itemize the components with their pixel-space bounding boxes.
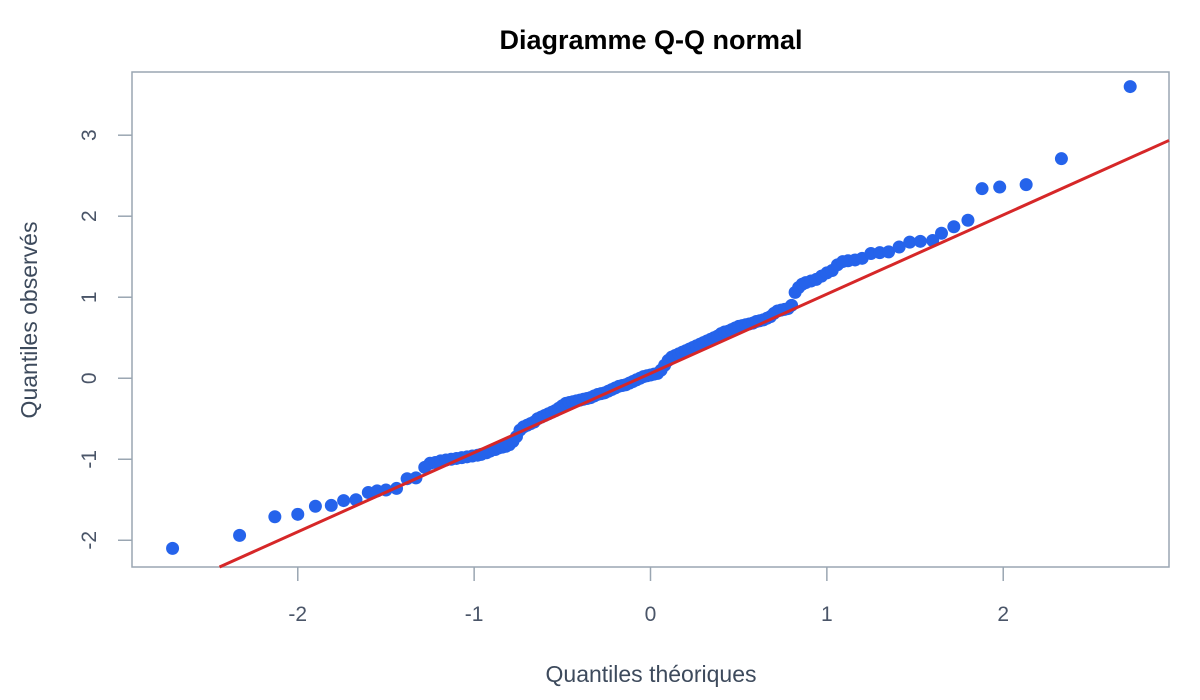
- data-point: [291, 507, 305, 521]
- data-point: [913, 234, 927, 248]
- data-point: [993, 180, 1007, 194]
- data-point: [308, 499, 322, 513]
- x-axis: -2 -1 0 1 2: [288, 567, 1009, 626]
- y-axis-label: Quantiles observés: [16, 222, 42, 419]
- x-tick-label: 1: [821, 603, 833, 626]
- y-tick-label: 0: [78, 372, 101, 384]
- data-point: [1123, 80, 1137, 94]
- y-tick-label: 1: [78, 291, 101, 303]
- data-point: [337, 494, 351, 508]
- data-point: [233, 528, 247, 542]
- data-point: [268, 510, 282, 524]
- x-tick-label: -1: [465, 603, 484, 626]
- y-tick-label: -1: [78, 450, 101, 469]
- y-axis: -2 -1 0 1 2 3: [78, 129, 132, 550]
- data-point: [166, 541, 180, 555]
- data-points: [166, 80, 1137, 555]
- data-point: [975, 182, 989, 196]
- data-point: [882, 245, 896, 259]
- x-tick-label: 2: [997, 603, 1009, 626]
- x-axis-label: Quantiles théoriques: [546, 661, 757, 687]
- y-tick-label: -2: [78, 531, 101, 550]
- data-point: [1019, 178, 1033, 192]
- data-point: [947, 220, 961, 234]
- data-point: [961, 213, 975, 227]
- data-point: [892, 240, 906, 254]
- x-tick-label: -2: [288, 603, 307, 626]
- y-tick-label: 3: [78, 129, 101, 141]
- y-tick-label: 2: [78, 210, 101, 222]
- data-point: [1054, 152, 1068, 166]
- data-point: [934, 226, 948, 240]
- plot-frame: [131, 71, 1170, 568]
- reference-line-group: [218, 139, 1170, 569]
- data-point: [903, 235, 917, 249]
- x-tick-label: 0: [645, 603, 657, 626]
- reference-line: [218, 139, 1170, 569]
- data-point: [324, 498, 338, 512]
- chart-title: Diagramme Q-Q normal: [499, 25, 802, 55]
